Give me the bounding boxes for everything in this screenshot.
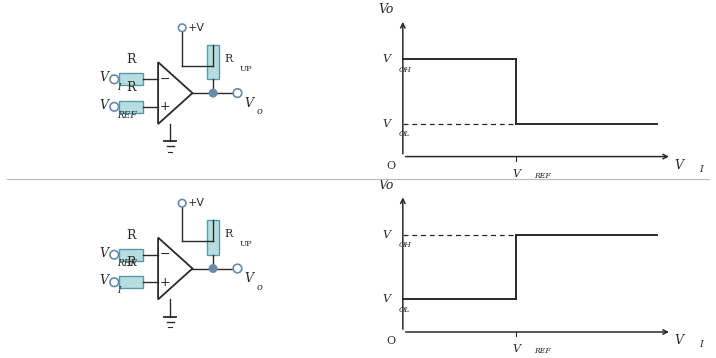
Text: R: R (126, 256, 135, 269)
Circle shape (110, 102, 119, 111)
Bar (207, 221, 219, 255)
Text: V: V (383, 294, 391, 304)
Text: +V: +V (188, 198, 204, 208)
Text: O: O (387, 160, 395, 170)
Text: REF: REF (534, 171, 551, 179)
Text: I: I (117, 83, 120, 92)
Text: OL: OL (398, 306, 410, 314)
Text: Vo: Vo (379, 3, 394, 16)
Text: OH: OH (398, 66, 411, 74)
Circle shape (209, 89, 217, 97)
Circle shape (178, 24, 186, 32)
Text: V: V (383, 54, 391, 64)
Bar (119, 73, 142, 85)
Circle shape (209, 265, 217, 272)
Text: REF: REF (117, 259, 137, 268)
Bar (207, 45, 219, 79)
Circle shape (233, 264, 242, 273)
Text: OL: OL (398, 130, 410, 138)
Text: Vo: Vo (379, 179, 394, 192)
Text: UP: UP (240, 65, 252, 73)
Text: V: V (100, 98, 108, 112)
Bar (119, 101, 142, 113)
Text: V: V (244, 97, 253, 110)
Text: o: o (257, 283, 263, 292)
Text: UP: UP (240, 241, 252, 248)
Text: V: V (674, 334, 684, 348)
Text: V: V (513, 169, 521, 179)
Text: REF: REF (117, 111, 137, 120)
Text: REF: REF (534, 347, 551, 355)
Text: I: I (117, 286, 120, 295)
Text: V: V (674, 159, 684, 172)
Text: V: V (244, 272, 253, 285)
Circle shape (233, 89, 242, 97)
Circle shape (110, 278, 119, 286)
Text: R: R (126, 53, 135, 67)
Text: R: R (126, 81, 135, 94)
Text: +: + (160, 276, 170, 289)
Text: R: R (224, 229, 233, 239)
Bar (119, 249, 142, 261)
Text: +: + (160, 100, 170, 113)
Bar (119, 276, 142, 288)
Text: −: − (160, 73, 170, 86)
Text: +V: +V (188, 23, 204, 33)
Text: −: − (160, 248, 170, 261)
Text: V: V (100, 274, 108, 287)
Text: R: R (126, 229, 135, 242)
Text: V: V (513, 344, 521, 354)
Text: R: R (224, 54, 233, 64)
Text: o: o (257, 107, 263, 116)
Text: I: I (699, 340, 702, 349)
Circle shape (110, 251, 119, 259)
Text: V: V (383, 119, 391, 129)
Circle shape (110, 75, 119, 84)
Text: V: V (383, 230, 391, 240)
Text: V: V (100, 71, 108, 84)
Text: I: I (699, 165, 702, 174)
Text: V: V (100, 247, 108, 260)
Circle shape (178, 199, 186, 207)
Text: OH: OH (398, 241, 411, 249)
Text: O: O (387, 336, 395, 346)
